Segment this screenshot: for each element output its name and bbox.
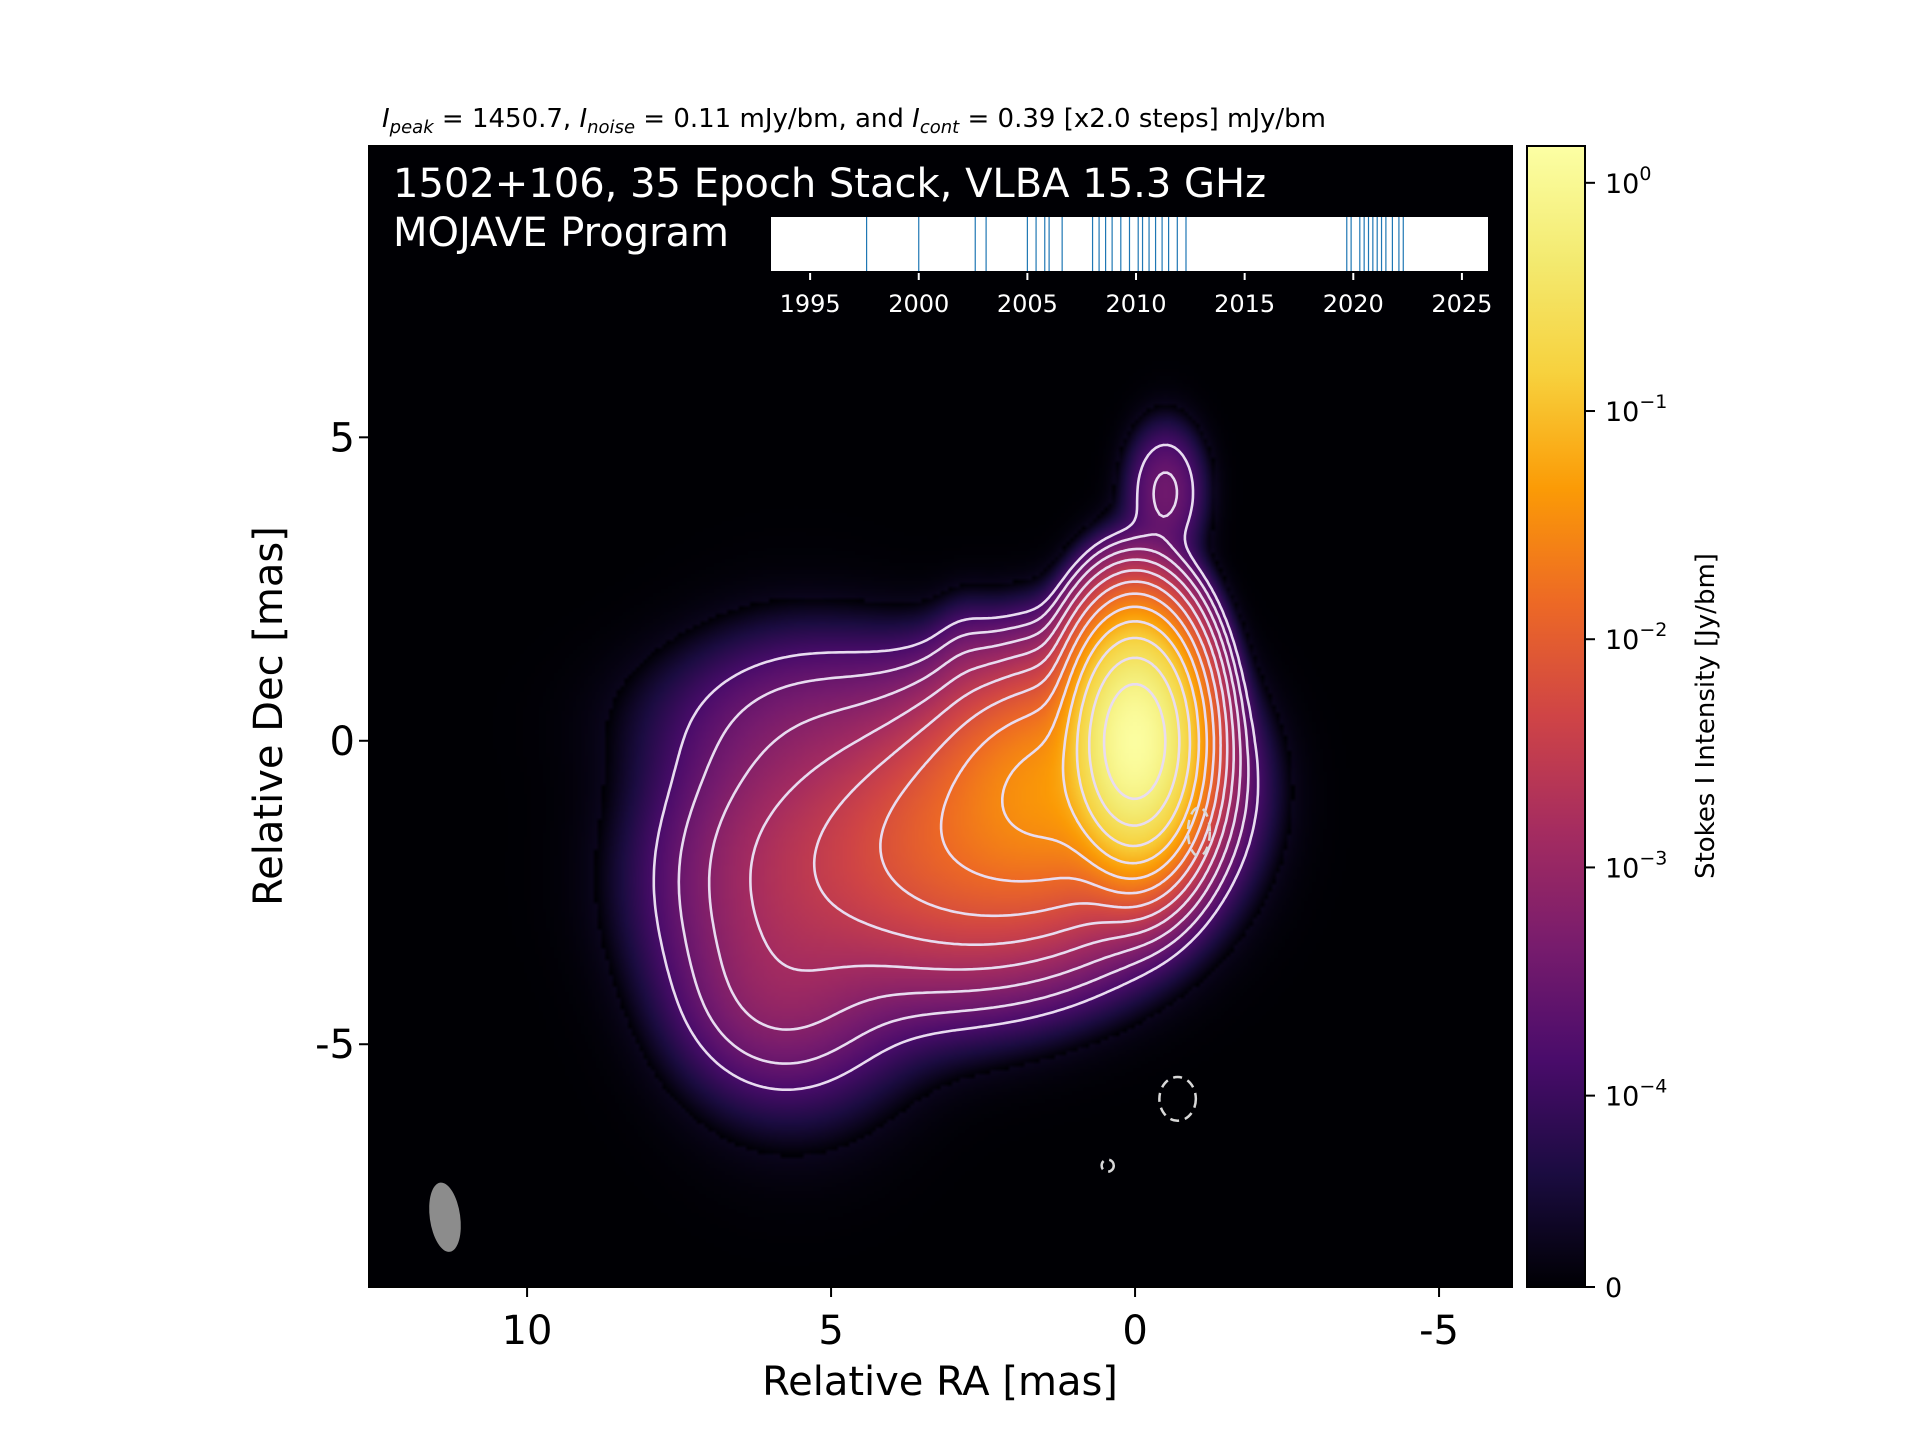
colorbar-tick-label-0: 100 — [1605, 163, 1651, 200]
x-tick-label-1: 5 — [818, 1308, 843, 1354]
colorbar-tick-label-3: 10−3 — [1605, 847, 1667, 884]
x-tick-label-2: 0 — [1122, 1308, 1147, 1354]
contour-level-1 — [677, 471, 1250, 1065]
negative-contours — [1100, 806, 1212, 1173]
timeline-tick-label-6: 2025 — [1431, 290, 1492, 318]
timeline-tick-label-5: 2020 — [1323, 290, 1384, 318]
plot-frame — [368, 145, 1513, 1288]
timeline-tick-label-4: 2015 — [1214, 290, 1275, 318]
negative-contour-1 — [1158, 1075, 1198, 1122]
colorbar: 100 10−1 10−2 10−3 10−4 0 Stokes I Intensity … — [1526, 145, 1721, 1304]
epoch-lines — [865, 217, 1404, 271]
y-axis-label: Relative Dec [mas] — [246, 526, 292, 906]
y-tick-label-1: 0 — [330, 719, 355, 765]
colorbar-tick-label-1: 10−1 — [1605, 391, 1667, 428]
image-title-line1: 1502+106, 35 Epoch Stack, VLBA 15.3 GHz — [393, 161, 1266, 207]
timeline-tick-label-0: 1995 — [780, 290, 841, 318]
colorbar-gradient — [1526, 145, 1586, 1288]
contour-lines — [652, 443, 1260, 1091]
y-tick-label-2: -5 — [315, 1022, 355, 1068]
x-axis-label: Relative RA [mas] — [762, 1359, 1118, 1405]
contour-level-6 — [939, 592, 1216, 895]
contour-level-5 — [879, 580, 1222, 918]
timeline-tick-label-2: 2005 — [997, 290, 1058, 318]
timeline-tick-label-1: 2000 — [888, 290, 949, 318]
contour-level-8 — [1061, 620, 1201, 865]
colorbar-tick-label-5: 0 — [1605, 1273, 1622, 1304]
epoch-timeline: 1995 2000 2005 2010 2015 2020 2025 — [771, 217, 1492, 318]
negative-contour-2 — [1100, 1158, 1116, 1173]
contour-level-0 — [652, 443, 1260, 1091]
intensity-heatmap — [369, 146, 1512, 1287]
timeline-tick-label-3: 2010 — [1105, 290, 1166, 318]
beam-ellipse — [429, 1182, 461, 1252]
x-tick-label-0: 10 — [502, 1308, 553, 1354]
intensity-map: 10 5 0 -5 5 0 -5 Relative RA [mas] Relative D… — [246, 145, 1513, 1405]
colorbar-tick-label-4: 10−4 — [1605, 1076, 1667, 1113]
contour-level-11 — [1102, 682, 1167, 801]
contour-level-9 — [1075, 636, 1192, 848]
image-title-line2: MOJAVE Program — [393, 210, 729, 256]
y-tick-label-0: 5 — [330, 415, 355, 461]
colorbar-ticks: 100 10−1 10−2 10−3 10−4 0 — [1585, 163, 1667, 1304]
contour-level-10 — [1088, 656, 1181, 827]
contour-level-7 — [1001, 605, 1209, 880]
negative-contour-0 — [1186, 806, 1212, 858]
contour-level-4 — [812, 569, 1229, 946]
contour-level-2 — [707, 547, 1242, 1031]
y-axis-ticks: 5 0 -5 — [315, 415, 369, 1068]
timeline-ticks: 1995 2000 2005 2010 2015 2020 2025 — [780, 273, 1492, 318]
x-axis-ticks: 10 5 0 -5 — [502, 1287, 1459, 1354]
colorbar-label: Stokes I Intensity [Jy/bm] — [1691, 553, 1721, 879]
colorbar-tick-label-2: 10−2 — [1605, 619, 1667, 656]
x-tick-label-3: -5 — [1419, 1308, 1459, 1354]
contour-level-3 — [749, 558, 1235, 972]
header-formula: Ipeak = 1450.7, Inoise = 0.11 mJy/bm, an… — [382, 104, 1326, 138]
